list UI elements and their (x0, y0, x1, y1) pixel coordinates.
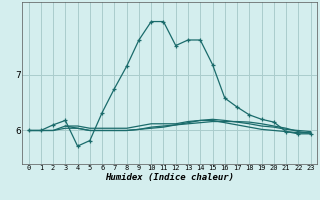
X-axis label: Humidex (Indice chaleur): Humidex (Indice chaleur) (105, 173, 234, 182)
